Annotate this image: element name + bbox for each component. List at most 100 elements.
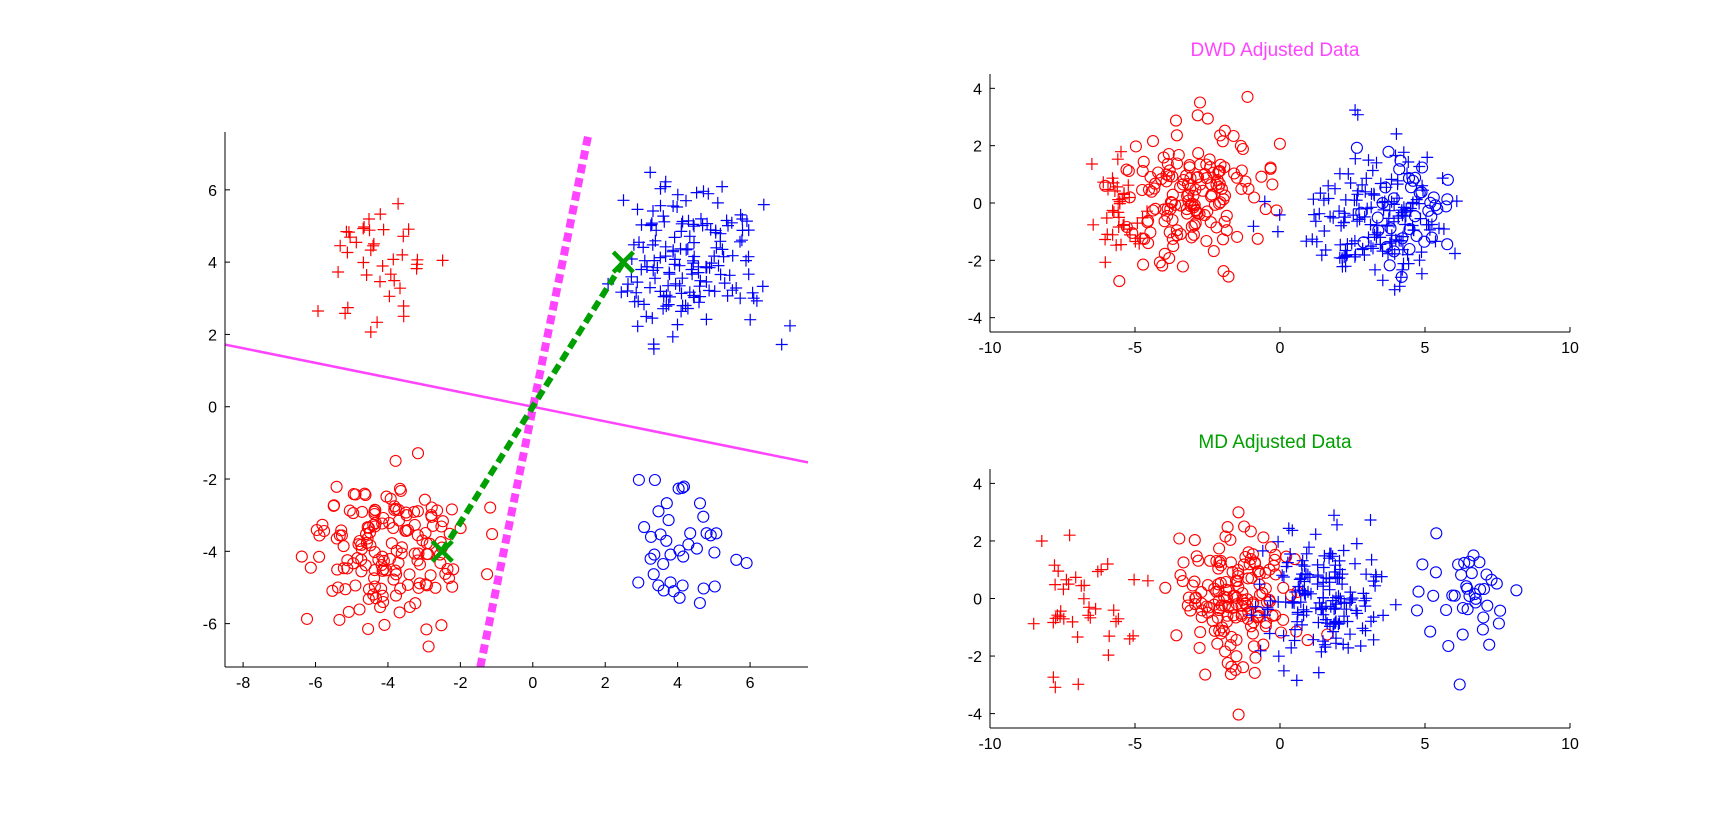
scatter-point [1376, 196, 1389, 209]
scatter-point [364, 326, 377, 338]
cluster-circle [295, 447, 499, 653]
scatter-point [1285, 589, 1298, 602]
scatter-point [621, 285, 634, 297]
scatter-point [1358, 594, 1371, 607]
scatter-point [1380, 219, 1393, 232]
scatter-point [1129, 140, 1142, 153]
scatter-point [1329, 559, 1342, 572]
scatter-point [1408, 210, 1422, 223]
scatter-point [362, 583, 376, 596]
scatter-point [1145, 185, 1158, 198]
scatter-point [1307, 193, 1320, 206]
scatter-point [1213, 165, 1226, 178]
scatter-point [1112, 221, 1125, 233]
scatter-point [677, 480, 691, 493]
scatter-point [1111, 153, 1124, 166]
scatter-point [1051, 609, 1064, 622]
scatter-point [1315, 249, 1328, 262]
scatter-point [673, 259, 686, 272]
scatter-point [1440, 603, 1453, 617]
scatter-point [649, 234, 662, 247]
scatter-point [1369, 579, 1382, 592]
scatter-point [1319, 613, 1332, 626]
scatter-point [1406, 174, 1420, 187]
scatter-point [1393, 234, 1406, 247]
scatter-point [436, 515, 449, 528]
scatter-point [683, 286, 696, 299]
scatter-point [1388, 198, 1401, 211]
scatter-point [635, 263, 648, 276]
scatter-point [1337, 638, 1350, 651]
scatter-point [1107, 604, 1120, 617]
scatter-point [1230, 650, 1243, 663]
scatter-point [1315, 603, 1328, 616]
scatter-point [1137, 155, 1150, 168]
scatter-point [1190, 171, 1203, 184]
scatter-point [393, 606, 406, 619]
scatter-point [1383, 204, 1396, 217]
scatter-point [357, 222, 370, 235]
scatter-point [1226, 601, 1239, 615]
scatter-point [1300, 235, 1313, 248]
scatter-point [1333, 205, 1346, 218]
scatter-point [1390, 127, 1403, 140]
scatter-point [638, 521, 651, 534]
scatter-point [383, 290, 396, 303]
scatter-point [1290, 674, 1303, 687]
scatter-point [341, 301, 354, 314]
scatter-point [387, 253, 400, 266]
scatter-point [390, 544, 403, 557]
scatter-point [332, 266, 345, 278]
scatter-point [1284, 548, 1297, 560]
scatter-point [646, 312, 659, 325]
scatter-point [740, 254, 752, 267]
scatter-point [388, 274, 401, 287]
scatter-point [1102, 649, 1115, 662]
scatter-point [1153, 256, 1166, 269]
scatter-point [295, 550, 308, 563]
scatter-point [1251, 565, 1265, 578]
scatter-point [1234, 139, 1247, 152]
scatter-point [1322, 179, 1335, 192]
scatter-point [657, 210, 670, 223]
scatter-point [1332, 618, 1345, 631]
scatter-point [1391, 178, 1404, 191]
scatter-point [1425, 231, 1438, 244]
x-tick-label: 10 [1561, 340, 1579, 357]
scatter-point [445, 503, 458, 516]
scatter-point [650, 224, 663, 237]
scatter-point [1189, 598, 1202, 611]
scatter-point [667, 244, 680, 257]
scatter-point [1256, 544, 1269, 557]
scatter-point [1317, 635, 1329, 648]
scatter-point [700, 261, 713, 274]
scatter-point [1330, 637, 1342, 650]
scatter-point [350, 236, 363, 249]
scatter-point [1122, 164, 1135, 178]
scatter-point [1332, 590, 1345, 603]
scatter-point [1082, 609, 1095, 622]
scatter-point [1102, 183, 1114, 196]
scatter-point [1220, 209, 1233, 222]
y-tick-label: -2 [968, 649, 982, 666]
scatter-point [1237, 661, 1250, 674]
y-tick-label: 0 [208, 400, 217, 417]
scatter-point [1259, 620, 1272, 633]
scatter-point [1344, 628, 1356, 641]
scatter-point [666, 330, 679, 343]
scatter-point [312, 305, 324, 317]
x-tick-label: -2 [453, 675, 467, 692]
scatter-point [1218, 215, 1231, 228]
scatter-point [722, 219, 734, 232]
scatter-point [628, 295, 641, 308]
scatter-point [1317, 580, 1330, 593]
scatter-point [1115, 145, 1127, 158]
scatter-point [1342, 167, 1355, 180]
scatter-point [318, 524, 331, 538]
scatter-point [1273, 208, 1286, 221]
scatter-point [1054, 610, 1067, 623]
scatter-point [435, 520, 448, 533]
scatter-point [1324, 210, 1337, 223]
scatter-point [708, 546, 721, 559]
scatter-point [1263, 593, 1276, 606]
